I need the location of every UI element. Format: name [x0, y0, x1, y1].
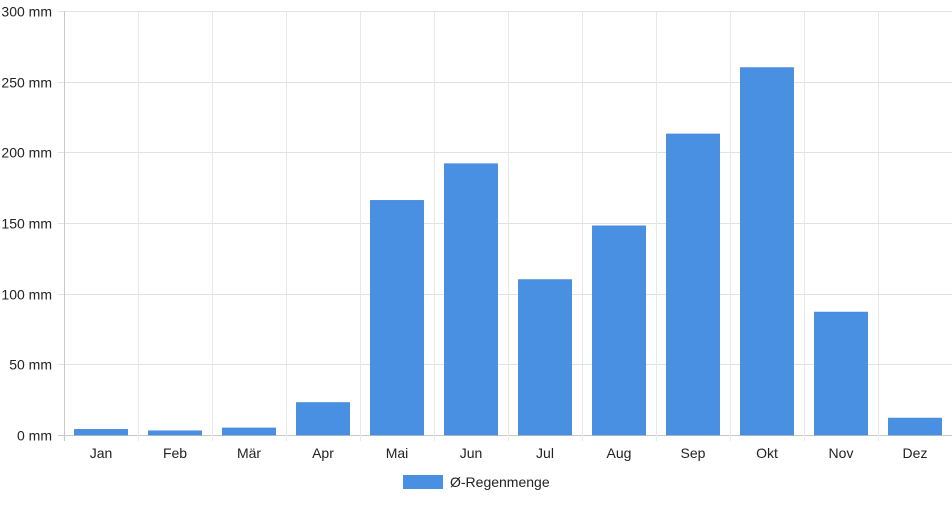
bar-nov[interactable]	[814, 311, 868, 436]
y-tick-label: 300 mm	[1, 4, 52, 20]
x-tick-label: Aug	[607, 445, 632, 461]
axis-layer: 0 mm 50 mm 100 mm 150 mm 200 mm 250 mm 300 mm J…	[1, 4, 927, 462]
x-tick-label: Jun	[460, 445, 483, 461]
y-tick-label: 200 mm	[1, 145, 52, 161]
bar-apr[interactable]	[296, 402, 350, 436]
x-tick-label: Jul	[536, 445, 554, 461]
bar-jan[interactable]	[74, 429, 128, 436]
y-tick-label: 50 mm	[9, 357, 52, 373]
x-tick-label: Jan	[90, 445, 113, 461]
legend[interactable]: Ø-Regenmenge	[403, 474, 550, 490]
x-tick-label: Dez	[903, 445, 928, 461]
bar-jul[interactable]	[518, 279, 572, 436]
grid-layer	[58, 11, 952, 441]
legend-label[interactable]: Ø-Regenmenge	[450, 474, 550, 490]
x-tick-label: Apr	[312, 445, 334, 461]
bar-mär[interactable]	[222, 427, 276, 436]
x-tick-label: Sep	[681, 445, 706, 461]
bar-feb[interactable]	[148, 430, 202, 436]
y-tick-label: 100 mm	[1, 287, 52, 303]
bar-aug[interactable]	[592, 225, 646, 436]
bar-okt[interactable]	[740, 67, 794, 436]
x-tick-label: Mär	[237, 445, 261, 461]
bars-layer	[74, 67, 942, 436]
y-tick-label: 0 mm	[17, 428, 52, 444]
bar-mai[interactable]	[370, 200, 424, 436]
bar-sep[interactable]	[666, 133, 720, 436]
y-tick-label: 150 mm	[1, 216, 52, 232]
x-tick-label: Okt	[756, 445, 778, 461]
legend-swatch[interactable]	[403, 475, 443, 489]
bar-dez[interactable]	[888, 417, 942, 436]
x-tick-label: Mai	[386, 445, 409, 461]
x-tick-label: Nov	[829, 445, 854, 461]
x-tick-label: Feb	[163, 445, 187, 461]
bar-jun[interactable]	[444, 163, 498, 436]
y-tick-label: 250 mm	[1, 75, 52, 91]
